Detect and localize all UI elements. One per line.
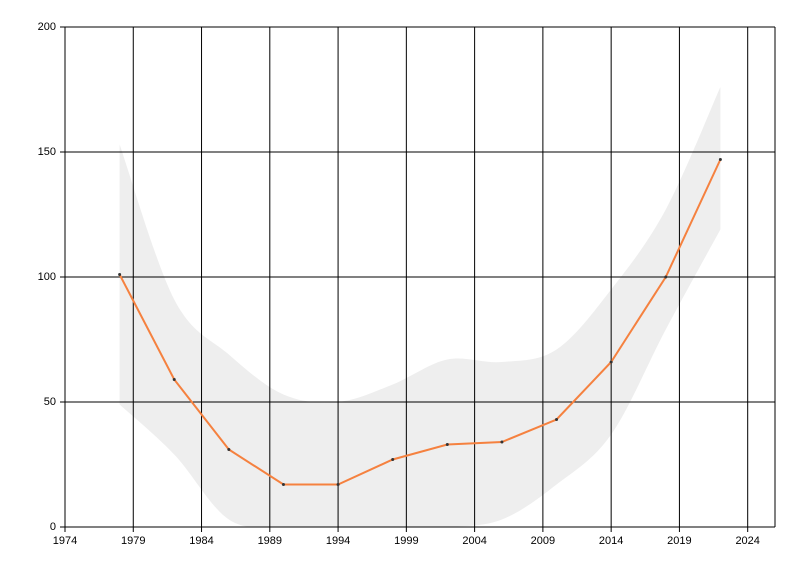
y-tick-label: 0 (50, 521, 56, 533)
x-tick-label: 1979 (121, 535, 145, 547)
data-point (718, 158, 722, 161)
data-point (281, 483, 285, 486)
x-tick-label: 2009 (531, 535, 555, 547)
y-tick-label: 50 (44, 396, 56, 408)
x-tick-label: 1974 (53, 535, 77, 547)
data-point (445, 443, 449, 446)
y-tick-label: 100 (38, 271, 56, 283)
y-tick-label: 200 (38, 21, 56, 33)
data-point (500, 440, 504, 444)
x-tick-label: 1989 (258, 535, 282, 547)
x-tick-label: 1994 (326, 535, 350, 547)
x-tick-label: 2014 (599, 535, 623, 547)
data-point (391, 458, 395, 461)
x-tick-label: 1984 (189, 535, 213, 547)
y-tick-label: 150 (38, 146, 56, 158)
data-point (227, 448, 231, 451)
confidence-band (119, 87, 721, 528)
x-tick-label: 2019 (667, 535, 691, 547)
x-tick-label: 1999 (394, 535, 418, 547)
data-point (336, 483, 340, 486)
x-tick-label: 2024 (735, 535, 759, 547)
data-point (555, 418, 559, 421)
data-point (118, 273, 122, 276)
data-point (664, 275, 668, 279)
x-tick-label: 2004 (462, 535, 486, 547)
data-line (118, 159, 722, 486)
data-point (609, 360, 613, 364)
data-point (172, 378, 176, 381)
